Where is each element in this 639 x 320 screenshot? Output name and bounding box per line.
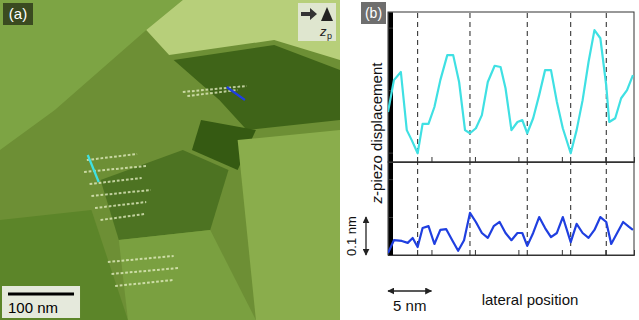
y-tick bbox=[388, 179, 393, 180]
scale-bar-line bbox=[8, 293, 74, 296]
y-tick bbox=[388, 153, 393, 154]
plot-marks bbox=[388, 162, 633, 255]
plot-marks bbox=[388, 12, 633, 162]
x-tick-mark bbox=[431, 250, 432, 255]
guide-line bbox=[527, 162, 528, 255]
scan-icon-box bbox=[298, 3, 336, 41]
x-tick bbox=[431, 250, 432, 255]
scan-icon-triangle bbox=[321, 7, 333, 21]
terrace bbox=[101, 150, 229, 240]
y-tick-mark bbox=[388, 153, 393, 154]
y-tick-mark bbox=[388, 217, 393, 218]
panel-label-text: (a) bbox=[9, 5, 27, 22]
scan-streak bbox=[87, 154, 137, 160]
x-tick-mark bbox=[475, 250, 476, 255]
stm-image bbox=[0, 0, 340, 320]
guide-line bbox=[469, 12, 470, 162]
guide-line bbox=[417, 12, 418, 162]
profile-chart bbox=[388, 162, 635, 256]
profile-chart bbox=[388, 12, 635, 163]
guide-line bbox=[469, 162, 470, 255]
guide-line bbox=[570, 12, 571, 162]
y-tick bbox=[388, 28, 393, 29]
x-tick bbox=[388, 157, 389, 162]
panel-a: (a) 100 nm zp bbox=[0, 0, 340, 320]
x-tick-mark bbox=[388, 157, 389, 162]
scale-bar: 100 nm bbox=[2, 286, 80, 318]
x-tick bbox=[518, 157, 519, 162]
x-tick-mark bbox=[475, 157, 476, 162]
scan-streak bbox=[91, 190, 150, 196]
x-axis bbox=[389, 250, 635, 256]
x-tick bbox=[562, 250, 563, 255]
scan-icon: zp bbox=[298, 3, 336, 41]
terrace bbox=[174, 45, 340, 130]
plot-frame bbox=[388, 162, 634, 255]
x-tick-mark bbox=[518, 250, 519, 255]
y-tick-mark bbox=[388, 28, 393, 29]
x-scale-bar-label: 5 nm bbox=[393, 297, 426, 314]
terrace bbox=[238, 130, 340, 320]
x-tick bbox=[475, 157, 476, 162]
x-tick-mark bbox=[431, 157, 432, 162]
scan-icon-arrow bbox=[301, 8, 317, 20]
guide-line bbox=[606, 162, 607, 255]
scan-streak bbox=[112, 268, 179, 274]
x-tick-mark bbox=[562, 157, 563, 162]
panel-label-text: (b) bbox=[365, 5, 382, 21]
x-tick-mark bbox=[562, 250, 563, 255]
x-axis-line bbox=[389, 250, 635, 256]
x-tick bbox=[431, 157, 432, 162]
x-scale-bar bbox=[388, 290, 431, 291]
x-tick bbox=[475, 250, 476, 255]
scan-streak bbox=[95, 202, 146, 208]
scan-streak bbox=[101, 214, 145, 220]
guide-line bbox=[527, 12, 528, 162]
scan-streak bbox=[108, 256, 174, 262]
x-axis-title: lateral position bbox=[482, 291, 579, 308]
profile-line-blue bbox=[227, 87, 245, 100]
scale-bar-ground bbox=[2, 286, 80, 318]
panel-label-box bbox=[361, 2, 386, 24]
x-tick bbox=[562, 157, 563, 162]
x-tick-mark bbox=[518, 157, 519, 162]
y-tick bbox=[388, 217, 393, 218]
figure: (a) 100 nm zp (b) z-piezo displacement latera… bbox=[0, 0, 639, 320]
scan-icon-subscript: p bbox=[327, 31, 332, 41]
y-scale-bar bbox=[365, 217, 366, 255]
scan-streak bbox=[183, 86, 247, 92]
profile-line-cyan bbox=[88, 155, 99, 182]
profile-line bbox=[388, 30, 633, 153]
panel-label-box bbox=[3, 3, 33, 25]
y-tick-mark bbox=[388, 179, 393, 180]
x-tick bbox=[518, 250, 519, 255]
scan-streak bbox=[115, 280, 173, 286]
profile-line bbox=[388, 213, 633, 253]
panel-label: (a) bbox=[3, 3, 33, 25]
terrace bbox=[0, 210, 128, 320]
image-ground bbox=[0, 0, 340, 320]
panel-label: (b) bbox=[361, 2, 386, 24]
guide-line bbox=[417, 162, 418, 255]
terrace bbox=[119, 230, 256, 320]
scan-icon-label: z bbox=[319, 24, 327, 39]
scale-bar-label: 100 nm bbox=[8, 299, 58, 316]
y-axis-title: z-piezo displacement bbox=[368, 62, 385, 205]
y-scale-bar-label: 0.1 nm bbox=[344, 216, 359, 256]
plot-frame bbox=[388, 12, 634, 162]
panel-b: (b) z-piezo displacement lateral position 5… bbox=[344, 2, 634, 314]
